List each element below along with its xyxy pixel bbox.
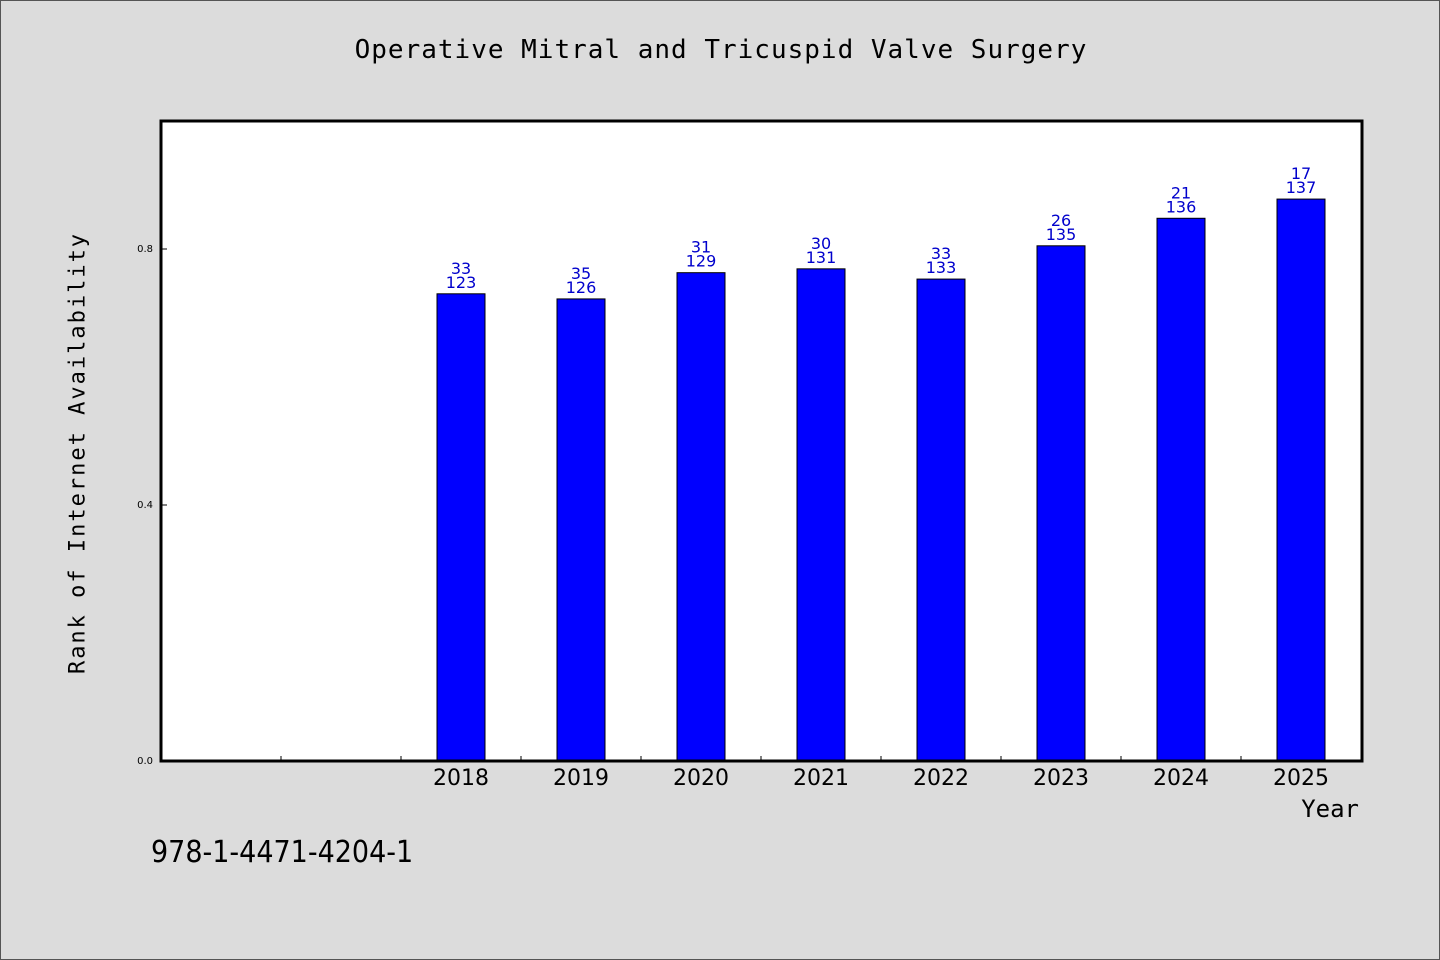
bar-label-bottom: 126 bbox=[566, 278, 597, 297]
bar bbox=[1156, 217, 1206, 762]
bar bbox=[1276, 198, 1326, 762]
bar bbox=[676, 272, 726, 762]
bar bbox=[436, 293, 486, 762]
y-axis-label: Rank of Internet Availability bbox=[65, 231, 91, 675]
bar-label-top: 33 bbox=[931, 244, 951, 263]
x-tick-label: 2021 bbox=[793, 766, 849, 791]
bar bbox=[556, 298, 606, 762]
x-tick-label: 2025 bbox=[1273, 766, 1329, 791]
bar-label-bottom: 129 bbox=[686, 252, 717, 271]
x-tick-label: 2022 bbox=[913, 766, 969, 791]
bar-label-top: 30 bbox=[811, 234, 831, 253]
bar-label-bottom: 137 bbox=[1286, 178, 1317, 197]
x-tick-label: 2024 bbox=[1153, 766, 1209, 791]
x-axis-label: Year bbox=[1301, 795, 1359, 823]
bar bbox=[1036, 245, 1086, 762]
x-tick-label: 2023 bbox=[1033, 766, 1089, 791]
bar-label-bottom: 131 bbox=[806, 248, 837, 267]
y-tick-label: 0.0 bbox=[137, 756, 153, 767]
bar-label-top: 21 bbox=[1171, 183, 1191, 202]
bar-label-bottom: 135 bbox=[1046, 225, 1077, 244]
bar bbox=[796, 268, 846, 762]
bar-label-top: 33 bbox=[451, 259, 471, 278]
isbn-text: 978-1-4471-4204-1 bbox=[151, 835, 414, 870]
bar-label-bottom: 133 bbox=[926, 258, 957, 277]
bar bbox=[916, 278, 966, 762]
bar-label-top: 35 bbox=[571, 264, 591, 283]
bar-label-top: 31 bbox=[691, 238, 711, 257]
chart-title: Operative Mitral and Tricuspid Valve Sur… bbox=[354, 35, 1088, 65]
x-tick-label: 2020 bbox=[673, 766, 729, 791]
x-tick-label: 2019 bbox=[553, 766, 609, 791]
y-tick-label: 0.4 bbox=[137, 500, 153, 511]
plot-frame bbox=[159, 119, 1364, 763]
x-tick-label: 2018 bbox=[433, 766, 489, 791]
bar-label-top: 26 bbox=[1051, 211, 1071, 230]
bar-label-top: 17 bbox=[1291, 164, 1311, 183]
bar-label-bottom: 136 bbox=[1166, 197, 1197, 216]
y-tick-label: 0.8 bbox=[137, 244, 153, 255]
bar-label-bottom: 123 bbox=[446, 273, 477, 292]
